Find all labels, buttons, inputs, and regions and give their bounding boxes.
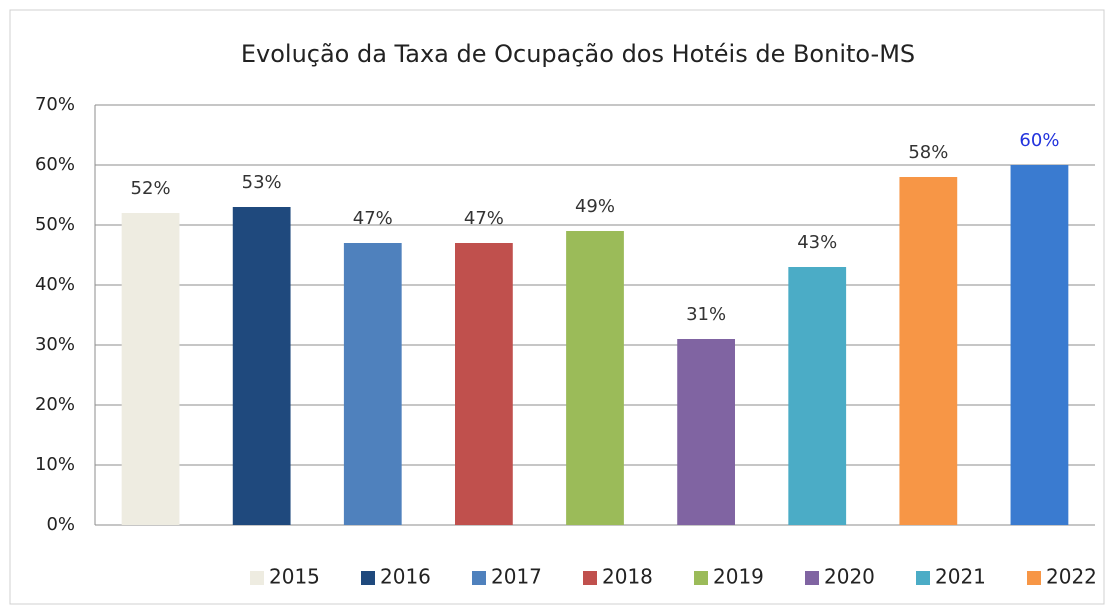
value-label: 31% bbox=[686, 304, 726, 325]
legend-swatch bbox=[1027, 571, 1041, 585]
bar bbox=[788, 267, 847, 525]
y-tick-label: 30% bbox=[35, 334, 75, 355]
bar bbox=[232, 207, 291, 525]
bar bbox=[566, 231, 624, 525]
legend-label: 2017 bbox=[491, 565, 542, 589]
legend-label: 2021 bbox=[935, 565, 986, 589]
bar bbox=[899, 177, 958, 525]
bar bbox=[455, 243, 513, 525]
value-label: 52% bbox=[131, 178, 171, 199]
legend-swatch bbox=[694, 571, 708, 585]
legend-label: 2020 bbox=[824, 565, 875, 589]
value-label: 49% bbox=[575, 196, 615, 217]
y-tick-label: 60% bbox=[35, 154, 75, 175]
chart-title: Evolução da Taxa de Ocupação dos Hotéis … bbox=[241, 40, 915, 68]
value-label: 47% bbox=[464, 208, 504, 229]
legend-label: 2019 bbox=[713, 565, 764, 589]
value-label: 43% bbox=[797, 232, 837, 253]
y-tick-label: 70% bbox=[35, 94, 75, 115]
bar bbox=[121, 213, 180, 525]
value-label: 60% bbox=[1019, 130, 1059, 151]
legend-label: 2015 bbox=[269, 565, 320, 589]
value-label: 47% bbox=[353, 208, 393, 229]
value-label: 53% bbox=[242, 172, 282, 193]
value-label: 58% bbox=[908, 142, 948, 163]
bar bbox=[343, 243, 402, 525]
y-tick-label: 20% bbox=[35, 394, 75, 415]
legend-label: 2018 bbox=[602, 565, 653, 589]
legend-swatch bbox=[805, 571, 819, 585]
legend-label: 2016 bbox=[380, 565, 431, 589]
bar bbox=[677, 339, 735, 525]
legend-label: 2022 bbox=[1046, 565, 1097, 589]
legend-swatch bbox=[361, 571, 375, 585]
y-tick-label: 10% bbox=[35, 454, 75, 475]
legend-swatch bbox=[916, 571, 930, 585]
legend-swatch bbox=[472, 571, 486, 585]
y-tick-label: 0% bbox=[46, 514, 75, 535]
legend-swatch bbox=[250, 571, 264, 585]
y-tick-label: 50% bbox=[35, 214, 75, 235]
bar bbox=[1010, 165, 1069, 525]
legend-swatch bbox=[583, 571, 597, 585]
y-tick-label: 40% bbox=[35, 274, 75, 295]
